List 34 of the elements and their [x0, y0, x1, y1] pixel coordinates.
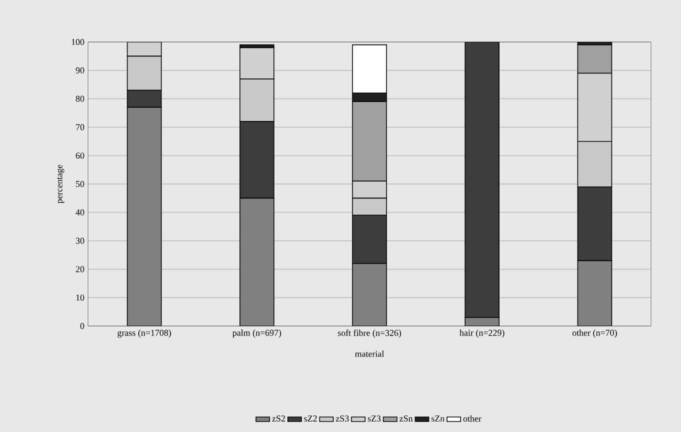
- bar: [126, 90, 162, 108]
- legend-label: zS2: [272, 416, 285, 422]
- legend-label: sZ2: [304, 416, 317, 422]
- bar: [126, 106, 162, 326]
- legend-label: zSn: [400, 416, 413, 422]
- bar: [352, 263, 387, 326]
- y-tick-label: 0: [80, 322, 84, 330]
- bar: [464, 42, 500, 318]
- y-tick-label: 10: [76, 294, 84, 301]
- y-tick-label: 100: [72, 38, 84, 46]
- x-tick-label: other (n=70): [572, 330, 617, 338]
- y-tick-label: 20: [76, 266, 84, 272]
- x-tick-label: grass (n=1708): [118, 330, 171, 338]
- bar: [577, 186, 612, 262]
- legend-label: sZ3: [368, 416, 381, 422]
- legend-label: sZn: [432, 416, 444, 422]
- y-tick-label: 90: [76, 67, 84, 74]
- legend-label: zS3: [336, 416, 349, 422]
- y-tick-label: 50: [76, 180, 84, 188]
- y-tick-label: 80: [76, 96, 84, 102]
- y-axis-title: percentage: [57, 164, 64, 204]
- legend-label: other: [463, 415, 482, 422]
- bar: [240, 198, 274, 326]
- x-tick-label: palm (n=697): [232, 330, 282, 338]
- y-tick-label: 30: [76, 238, 84, 244]
- bar: [352, 214, 387, 264]
- x-tick-label: soft fibre (n=326): [338, 330, 402, 338]
- y-tick-label: 60: [76, 152, 84, 159]
- x-tick-label: hair (n=229): [460, 330, 504, 338]
- bar: [240, 121, 274, 199]
- y-tick-label: 70: [76, 124, 84, 130]
- y-tick-label: 40: [76, 209, 84, 216]
- bar: [577, 260, 612, 326]
- x-axis-title: material: [355, 350, 384, 357]
